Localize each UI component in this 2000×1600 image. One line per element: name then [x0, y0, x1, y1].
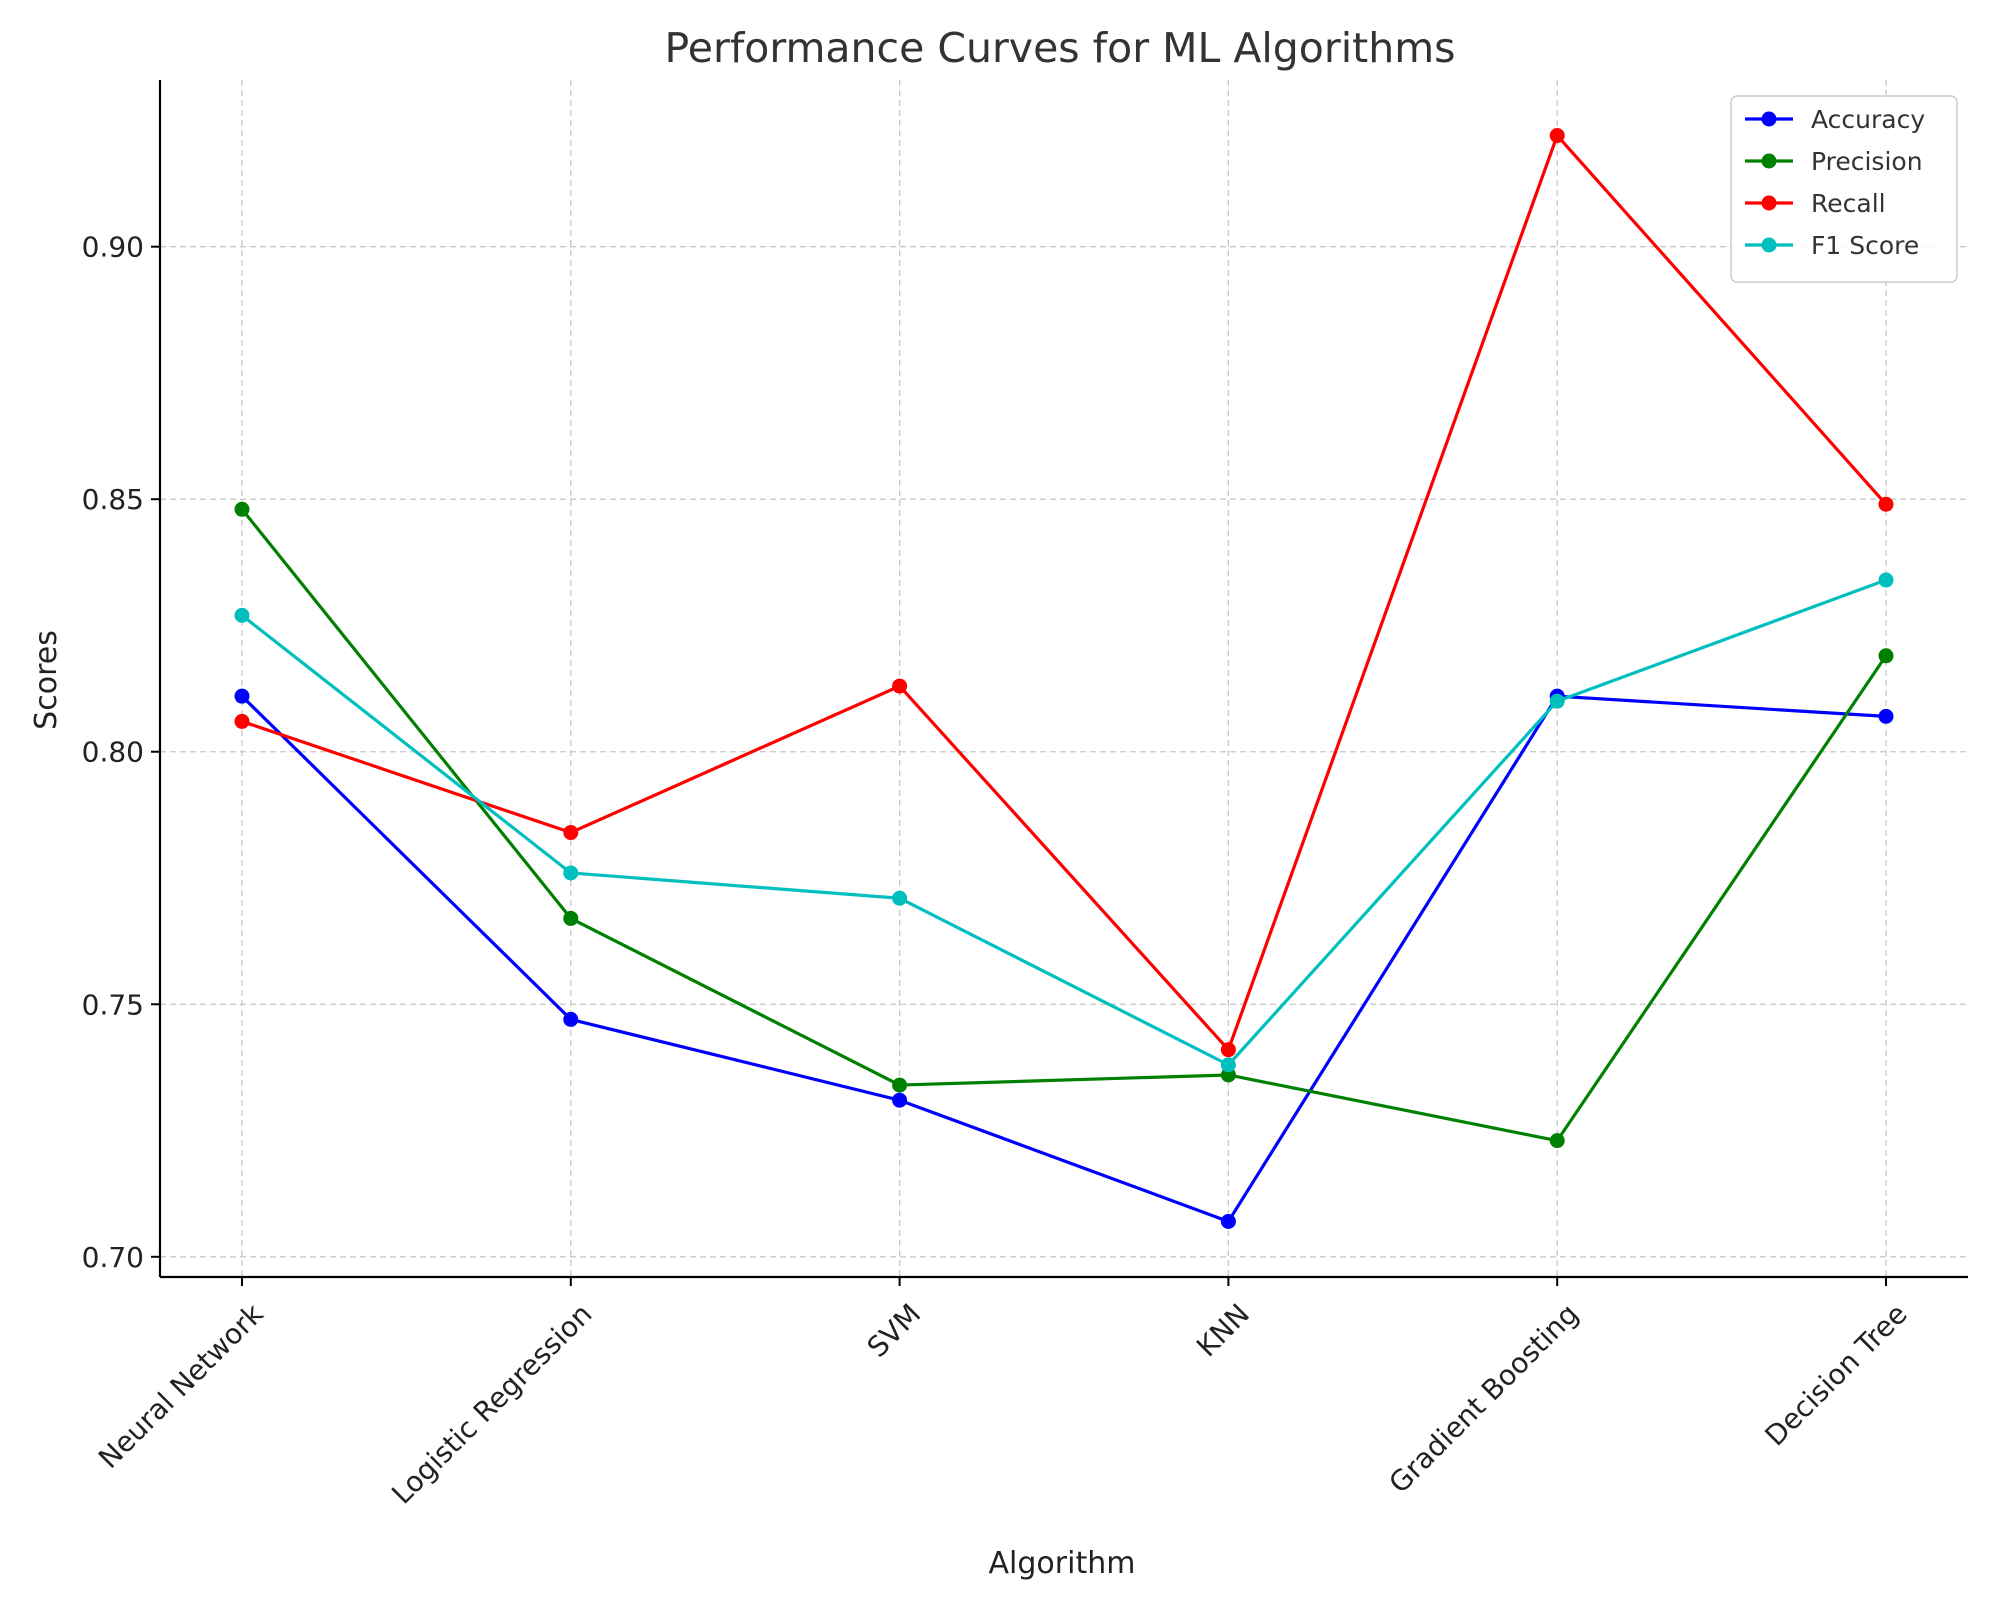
data-point-recall [1549, 128, 1565, 144]
data-point-f1-score [563, 865, 579, 881]
legend-marker [1761, 195, 1777, 211]
y-axis-ticks: 0.70 0.75 0.80 0.85 0.90 [82, 231, 160, 1274]
legend-marker [1761, 237, 1777, 253]
data-point-f1-score [1220, 1057, 1236, 1073]
legend-marker [1761, 111, 1777, 127]
x-tick-label: Neural Network [92, 1297, 270, 1475]
data-point-precision [563, 910, 579, 926]
legend-item-accuracy: Accuracy [1745, 105, 1925, 134]
legend-item-f1-score: F1 Score [1745, 231, 1919, 260]
x-axis-label: Algorithm [989, 1546, 1136, 1581]
series-line-recall [241, 133, 1888, 1052]
x-tick-label: KNN [1190, 1297, 1256, 1363]
series-line-precision [240, 508, 1888, 1143]
y-tick-label: 0.75 [82, 988, 144, 1021]
data-point-precision [234, 501, 250, 517]
data-point-recall [1878, 496, 1894, 512]
data-point-precision [1549, 1133, 1565, 1149]
series-recall [234, 128, 1894, 1058]
x-tick-label: Decision Tree [1758, 1297, 1913, 1452]
series-layer [234, 128, 1894, 1229]
x-tick-label: SVM [861, 1297, 928, 1364]
data-point-recall [1220, 1042, 1236, 1058]
data-point-recall [234, 713, 250, 729]
y-tick-label: 0.80 [82, 736, 144, 769]
legend-label: F1 Score [1811, 231, 1919, 260]
legend-label: Accuracy [1811, 105, 1925, 134]
data-point-accuracy [1220, 1213, 1236, 1229]
data-point-accuracy [563, 1011, 579, 1027]
data-point-accuracy [1878, 708, 1894, 724]
data-point-precision [1878, 648, 1894, 664]
x-tick-label: Logistic Regression [385, 1297, 598, 1510]
legend: Accuracy Precision Recall F1 Score [1730, 95, 1958, 283]
data-point-recall [563, 825, 579, 841]
data-point-f1-score [1549, 693, 1565, 709]
data-point-accuracy [892, 1092, 908, 1108]
data-point-accuracy [234, 688, 250, 704]
y-tick-label: 0.70 [82, 1241, 144, 1274]
y-axis-label: Scores [29, 630, 64, 730]
series-precision [234, 501, 1894, 1149]
series-line-f1-score [241, 578, 1887, 1067]
chart-title: Performance Curves for ML Algorithms [664, 24, 1455, 72]
data-point-f1-score [234, 607, 250, 623]
y-tick-label: 0.90 [82, 231, 144, 264]
series-f1-score [234, 572, 1894, 1073]
x-tick-label: Gradient Boosting [1383, 1297, 1585, 1499]
series-accuracy [234, 688, 1894, 1229]
data-point-precision [892, 1077, 908, 1093]
data-point-recall [892, 678, 908, 694]
legend-marker [1761, 153, 1777, 169]
legend-box [1730, 95, 1958, 283]
legend-label: Recall [1811, 189, 1886, 218]
data-point-f1-score [892, 890, 908, 906]
legend-label: Precision [1811, 147, 1923, 176]
legend-item-precision: Precision [1745, 147, 1923, 176]
data-point-f1-score [1878, 572, 1894, 588]
grid [160, 80, 1968, 1277]
legend-item-recall: Recall [1745, 189, 1886, 218]
y-tick-label: 0.85 [82, 483, 144, 516]
axes [158, 80, 1968, 1279]
series-line-accuracy [240, 694, 1887, 1224]
x-axis-ticks: Neural Network Logistic Regression SVM KNN G… [92, 1277, 1914, 1511]
